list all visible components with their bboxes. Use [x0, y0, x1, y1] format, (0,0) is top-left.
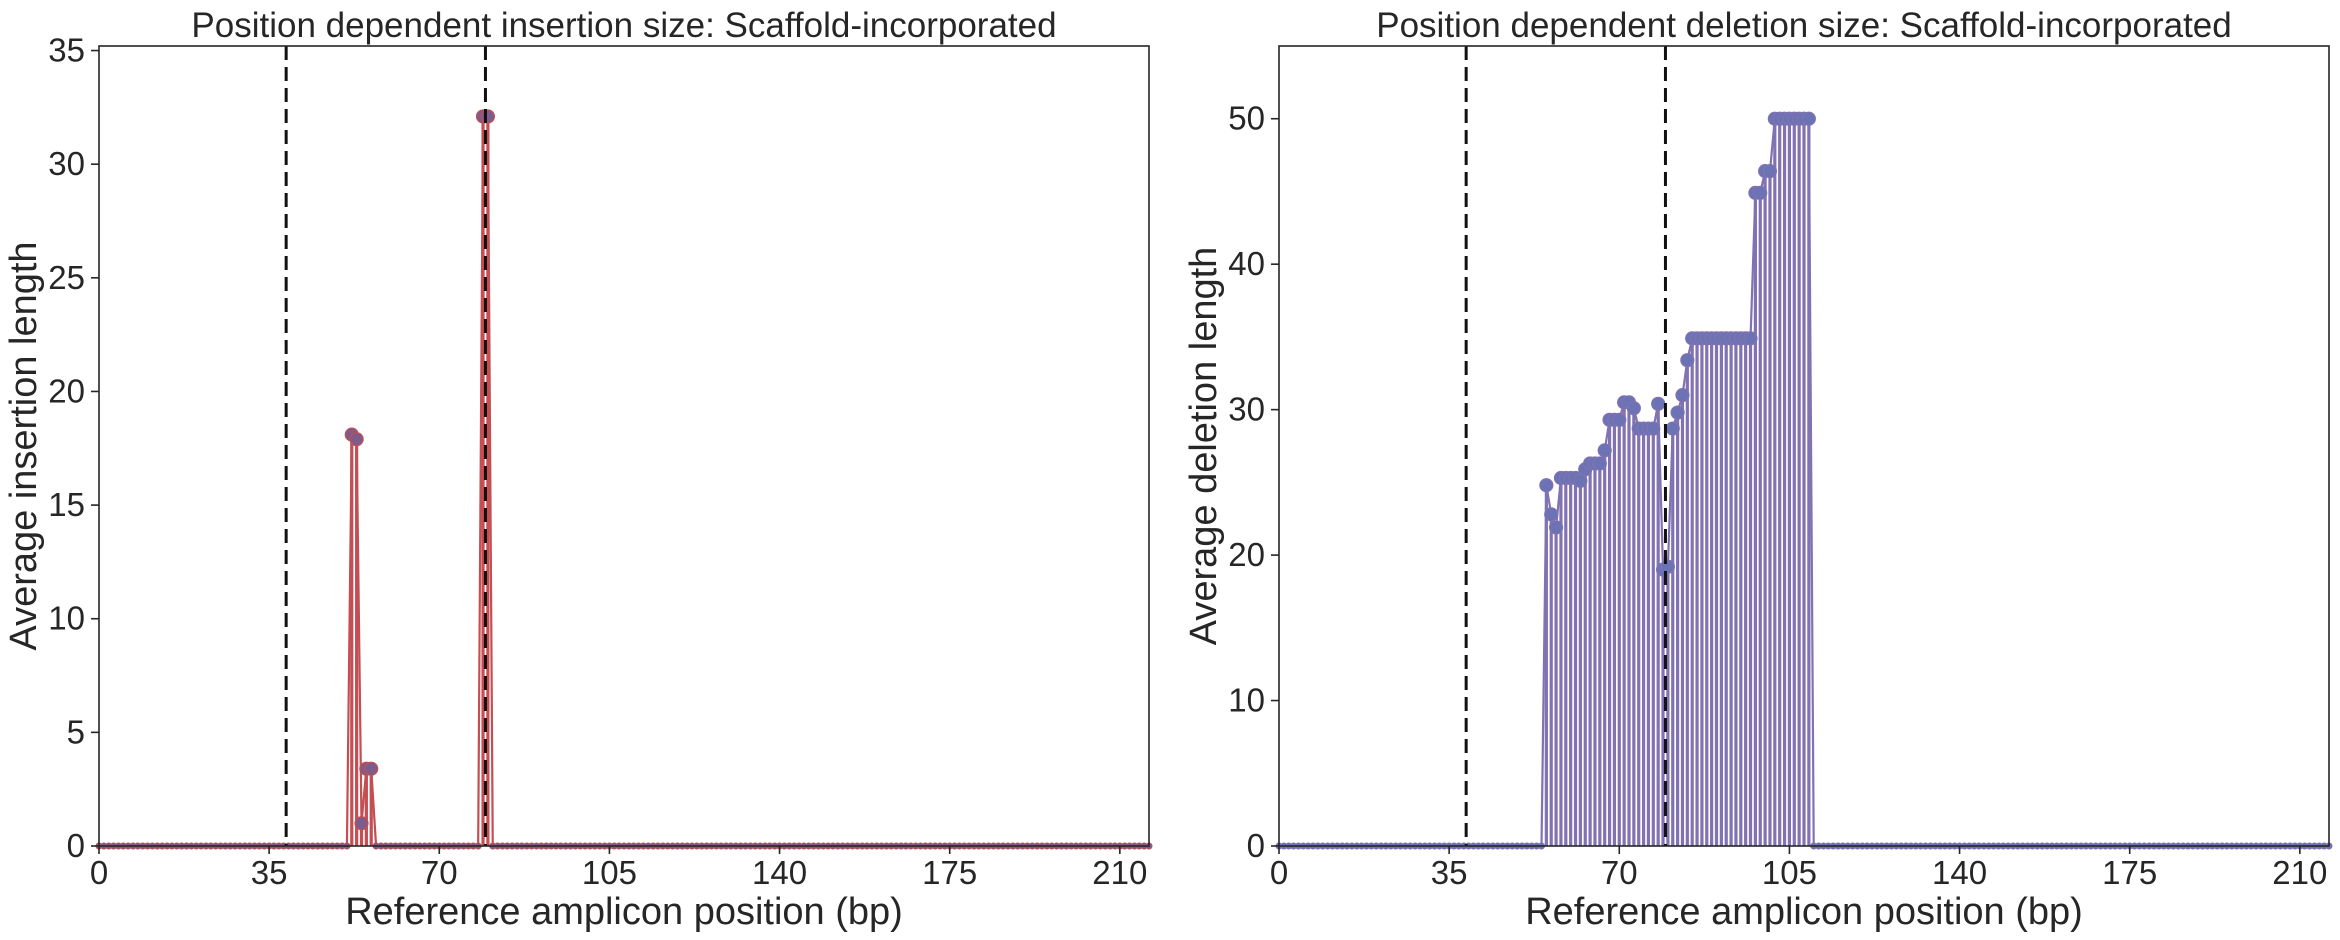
insertion-x-tick-label: 0: [90, 854, 108, 891]
deletion-y-tick-label: 20: [1228, 536, 1265, 573]
deletion-x-tick-label: 175: [2102, 854, 2157, 891]
insertion-chart-y-axis-label: Average insertion length: [3, 241, 45, 650]
deletion-x-tick-label: 35: [1431, 854, 1468, 891]
insertion-chart-axes-frame: [98, 45, 1150, 847]
insertion-y-tick-label: 25: [48, 259, 85, 296]
insertion-point: [480, 109, 495, 124]
deletion-point: [1592, 456, 1607, 471]
deletion-y-tick-label: 10: [1228, 682, 1265, 719]
insertion-x-tick-label: 35: [251, 854, 288, 891]
deletion-point: [1753, 185, 1768, 201]
deletion-x-tick-label: 210: [2272, 854, 2327, 891]
insertion-chart-y-ticks: 0 5 10 15 20 25 30 35: [48, 32, 99, 864]
insertion-series-line: [99, 115, 1149, 848]
insertion-chart-marks: [95, 109, 1153, 850]
deletion-point: [1675, 387, 1690, 403]
deletion-x-tick-label: 105: [1762, 854, 1817, 891]
deletion-chart-x-ticks: 0 35 70 105 140 175 210: [1270, 846, 2327, 891]
deletion-chart-title: Position dependent deletion size: Scaffo…: [1376, 6, 2231, 45]
deletion-chart-panel: Position dependent deletion size: Scaffo…: [1183, 6, 2333, 933]
deletion-point: [1544, 507, 1559, 522]
insertion-y-tick-label: 20: [48, 372, 85, 409]
deletion-point: [1539, 478, 1554, 493]
deletion-point: [1680, 353, 1695, 368]
insertion-point: [354, 816, 369, 831]
deletion-point: [1646, 421, 1661, 436]
insertion-x-tick-label: 140: [752, 854, 807, 891]
deletion-point: [1743, 331, 1758, 346]
deletion-chart-marks: [1275, 111, 2333, 850]
deletion-point: [1626, 401, 1641, 416]
insertion-point: [349, 432, 364, 447]
deletion-point: [1665, 421, 1680, 436]
insertion-y-tick-label: 10: [48, 600, 85, 637]
deletion-y-tick-label: 40: [1228, 245, 1265, 282]
insertion-x-tick-label: 175: [922, 854, 977, 891]
deletion-x-tick-label: 140: [1932, 854, 1987, 891]
insertion-chart-x-axis-label: Reference amplicon position (bp): [345, 891, 903, 933]
deletion-point: [1597, 443, 1612, 458]
deletion-point: [1548, 520, 1564, 535]
deletion-chart-y-axis-label: Average deletion length: [1183, 247, 1225, 646]
deletion-chart-y-ticks: 0 10 20 30 40 50: [1228, 100, 1279, 864]
deletion-chart-axes-frame: [1278, 45, 2330, 847]
insertion-x-tick-label: 105: [582, 854, 637, 891]
deletion-x-tick-label: 0: [1270, 854, 1288, 891]
insertion-x-tick-label: 210: [1092, 854, 1147, 891]
insertion-x-tick-label: 70: [421, 854, 458, 891]
deletion-point: [1670, 405, 1685, 420]
deletion-chart-cut-lines: [1464, 46, 1667, 846]
insertion-y-tick-label: 35: [48, 32, 85, 69]
insertion-y-tick-label: 30: [48, 145, 85, 182]
deletion-point: [1612, 412, 1627, 427]
deletion-y-tick-label: 30: [1228, 391, 1265, 428]
insertion-chart-title: Position dependent insertion size: Scaff…: [191, 6, 1056, 45]
deletion-point: [1762, 163, 1778, 179]
deletion-point: [1660, 559, 1675, 574]
deletion-y-tick-label: 0: [1247, 827, 1265, 864]
insertion-y-tick-label: 0: [67, 827, 85, 864]
insertion-y-tick-label: 15: [48, 486, 85, 523]
deletion-point: [1651, 396, 1666, 411]
insertion-chart-panel: Position dependent insertion size: Scaff…: [3, 6, 1153, 933]
insertion-chart-cut-lines: [284, 46, 487, 846]
deletion-x-tick-label: 70: [1601, 854, 1638, 891]
deletion-y-tick-label: 50: [1228, 100, 1265, 137]
deletion-point: [1801, 111, 1816, 126]
deletion-chart-x-axis-label: Reference amplicon position (bp): [1525, 891, 2083, 933]
insertion-chart-x-ticks: 0 35 70 105 140 175 210: [90, 846, 1147, 891]
insertion-y-tick-label: 5: [67, 713, 85, 750]
insertion-point: [364, 761, 379, 776]
